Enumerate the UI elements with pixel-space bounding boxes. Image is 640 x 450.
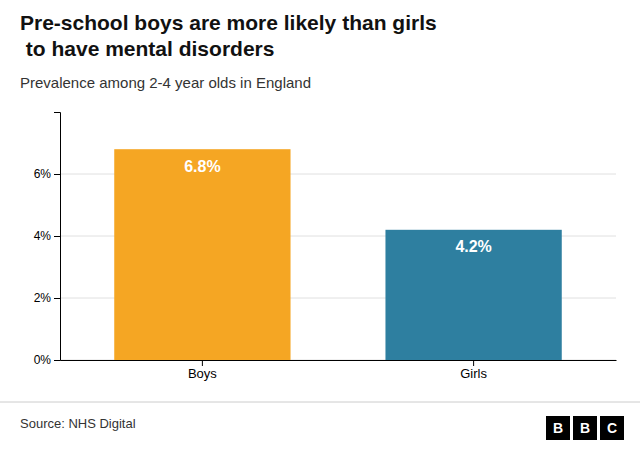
data-label: 6.8% [184,158,220,175]
logo-box [573,416,597,440]
x-tick-mark [473,360,474,366]
title: Pre-school boys are more likely than gir… [20,11,437,60]
chart: Pre-school boys are more likely than gir… [0,0,640,450]
x-tick-label: Boys [188,366,217,381]
bar [114,149,290,360]
x-tick-mark [202,360,203,366]
x-axis-line [61,360,617,361]
data-label: 4.2% [455,238,491,255]
y-tick: 0% [34,353,60,367]
y-tick-label: 6% [34,167,52,181]
x-tick: Boys [188,360,217,381]
y-tick-label: 0% [34,353,52,367]
data-labels: 6.8% 4.2% [184,158,492,256]
logo-text: BBC [553,420,617,436]
y-tick: 4% [34,229,60,243]
y-tick-mark [54,360,60,361]
y-tick-label: 2% [34,291,52,305]
y-tick-mark [54,174,60,175]
logo: BBC [546,416,624,440]
separator [0,402,640,403]
y-axis: 0% 2% 4% 6% [34,113,61,368]
bars [114,149,562,360]
x-axis: Boys Girls [61,360,617,381]
x-tick: Girls [460,360,487,381]
plot: 0% 2% 4% 6% 6.8% 4.2% Boys Girls [34,113,617,382]
subtitle: Prevalence among 2-4 year olds in Englan… [20,74,311,91]
x-tick-label: Girls [460,366,487,381]
y-tick-mark [54,298,60,299]
y-axis-line [54,113,61,361]
y-tick: 2% [34,291,60,305]
y-tick: 6% [34,167,60,181]
y-tick-mark [54,236,60,237]
source: Source: NHS Digital [20,416,136,431]
bar [385,230,561,360]
logo-box [600,416,624,440]
y-tick-label: 4% [34,229,52,243]
logo-box [546,416,570,440]
